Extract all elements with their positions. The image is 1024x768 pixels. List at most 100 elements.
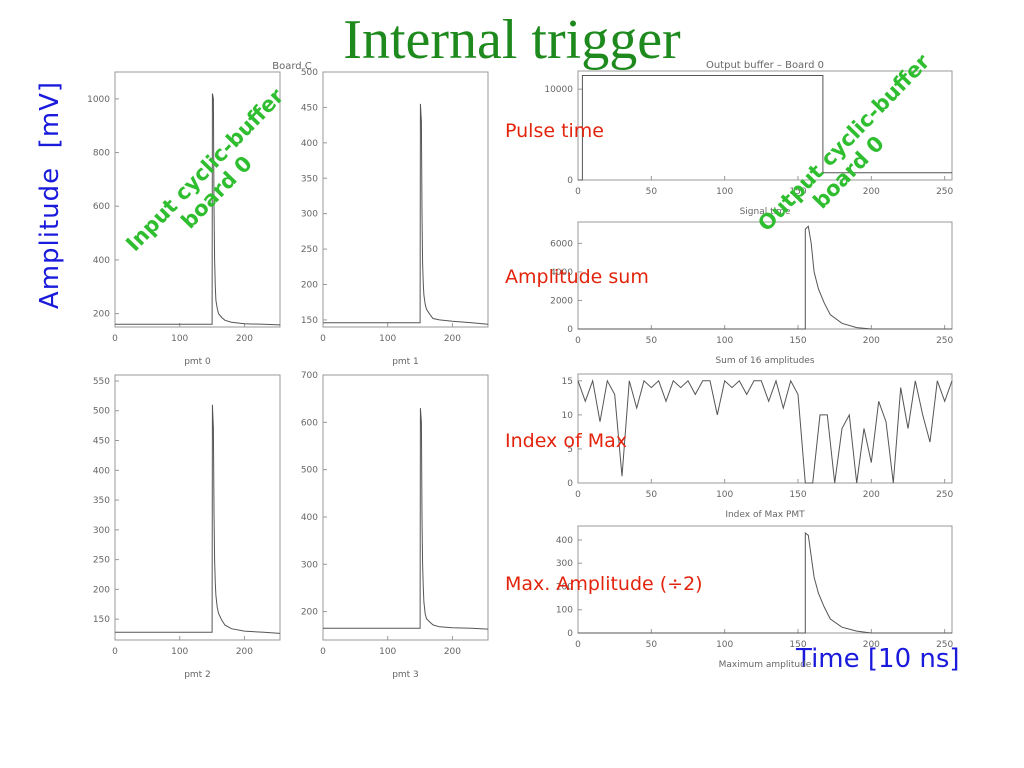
series-line-signal-time bbox=[578, 75, 952, 181]
x-tick-label: 150 bbox=[789, 187, 806, 197]
series-line-pmt3 bbox=[323, 408, 489, 630]
plot-frame bbox=[322, 71, 489, 328]
x-tick-label: 0 bbox=[575, 187, 581, 197]
series-line-pmt0 bbox=[115, 93, 281, 326]
pulse-time-label: Pulse time bbox=[505, 120, 604, 142]
slide-title: Internal trigger bbox=[343, 9, 681, 71]
y-tick-label: 100 bbox=[556, 606, 573, 616]
x-tick-label: 50 bbox=[646, 640, 658, 650]
y-tick-label: 300 bbox=[301, 210, 318, 220]
x-tick-label: 0 bbox=[575, 490, 581, 500]
x-tick-label: 250 bbox=[936, 336, 953, 346]
x-tick-label: 100 bbox=[716, 187, 733, 197]
plot-frame bbox=[577, 373, 953, 484]
x-tick-label: 250 bbox=[936, 490, 953, 500]
y-tick-label: 800 bbox=[93, 149, 110, 159]
chart-index-max: 0 50 100 150 200 250 0 5 10 15 Index of Max PMT bbox=[562, 373, 954, 520]
y-tick-label: 200 bbox=[301, 281, 318, 291]
x-tick-label: 150 bbox=[789, 640, 806, 650]
chart-title: Board C bbox=[272, 61, 312, 72]
x-tick-label: 200 bbox=[444, 334, 461, 344]
x-tick-label: 0 bbox=[112, 334, 118, 344]
chart-pmt2: 0 100 200 150 200 250 300 350 400 450 500 550 pmt 2 bbox=[93, 374, 281, 680]
chart-max-amp: 0 50 100 150 200 250 0 100 200 300 400 Maximum ampl… bbox=[556, 525, 954, 670]
y-tick-label: 500 bbox=[93, 407, 110, 417]
x-axis-label: Signal time bbox=[740, 207, 791, 217]
y-tick-label: 10 bbox=[562, 411, 574, 421]
x-tick-label: 50 bbox=[646, 490, 658, 500]
y-tick-label: 400 bbox=[301, 513, 318, 523]
y-tick-label: 350 bbox=[301, 174, 318, 184]
y-tick-label: 600 bbox=[93, 202, 110, 212]
y-tick-label: 200 bbox=[93, 585, 110, 595]
index-of-max-label: Index of Max bbox=[505, 430, 627, 452]
y-tick-label: 10000 bbox=[544, 85, 573, 95]
y-tick-label: 450 bbox=[301, 103, 318, 113]
x-tick-label: 0 bbox=[575, 640, 581, 650]
x-tick-label: 250 bbox=[936, 640, 953, 650]
x-tick-label: 0 bbox=[575, 336, 581, 346]
x-tick-label: 200 bbox=[863, 187, 880, 197]
plot-frame bbox=[322, 374, 489, 641]
y-tick-label: 300 bbox=[301, 560, 318, 570]
y-tick-label: 400 bbox=[301, 139, 318, 149]
x-tick-label: 0 bbox=[320, 647, 326, 657]
x-tick-label: 100 bbox=[171, 334, 188, 344]
y-tick-label: 0 bbox=[567, 479, 573, 489]
chart-amp-sum: 0 50 100 150 200 250 0 2000 4000 6000 Sum of 16 am… bbox=[550, 221, 954, 366]
y-tick-label: 200 bbox=[556, 582, 573, 592]
max-amplitude-label: Max. Amplitude (÷2) bbox=[505, 573, 703, 595]
x-tick-label: 0 bbox=[320, 334, 326, 344]
y-tick-label: 0 bbox=[567, 325, 573, 335]
series-line-pmt2 bbox=[115, 404, 281, 634]
chart-pmt1: 0 100 200 150 200 250 300 350 400 450 500 pmt 1 bbox=[301, 68, 489, 367]
y-tick-label: 4000 bbox=[550, 268, 573, 278]
x-tick-label: 150 bbox=[789, 336, 806, 346]
x-axis-label: Sum of 16 amplitudes bbox=[715, 356, 814, 366]
y-tick-label: 700 bbox=[301, 371, 318, 381]
x-tick-label: 100 bbox=[171, 647, 188, 657]
x-tick-label: 200 bbox=[863, 336, 880, 346]
y-tick-label: 500 bbox=[301, 466, 318, 476]
plot-frame bbox=[114, 71, 281, 328]
amplitude-sum-label: Amplitude sum bbox=[505, 266, 649, 288]
x-tick-label: 50 bbox=[646, 187, 658, 197]
y-tick-label: 0 bbox=[567, 176, 573, 186]
y-tick-label: 500 bbox=[301, 68, 318, 78]
chart-pmt0: 0 100 200 200 400 600 800 1000 pmt 0 Board C bbox=[87, 61, 312, 367]
x-axis-label: pmt 2 bbox=[184, 670, 211, 680]
y-tick-label: 400 bbox=[93, 256, 110, 266]
x-tick-label: 100 bbox=[379, 334, 396, 344]
y-tick-label: 15 bbox=[562, 377, 573, 387]
x-axis-label: pmt 3 bbox=[392, 670, 419, 680]
x-tick-label: 150 bbox=[789, 490, 806, 500]
y-tick-label: 1000 bbox=[87, 95, 110, 105]
y-tick-label: 150 bbox=[301, 316, 318, 326]
y-tick-label: 6000 bbox=[550, 239, 573, 249]
x-axis-label: Maximum amplitude bbox=[719, 660, 812, 670]
y-tick-label: 600 bbox=[301, 418, 318, 428]
x-axis-label: pmt 1 bbox=[392, 357, 419, 367]
x-tick-label: 100 bbox=[716, 640, 733, 650]
x-tick-label: 100 bbox=[716, 336, 733, 346]
series-line-index-max bbox=[577, 378, 953, 484]
y-tick-label: 450 bbox=[93, 437, 110, 447]
y-tick-label: 150 bbox=[93, 615, 110, 625]
x-tick-label: 200 bbox=[863, 640, 880, 650]
x-tick-label: 200 bbox=[444, 647, 461, 657]
x-tick-label: 200 bbox=[236, 647, 253, 657]
chart-signal-time: 0 50 100 150 200 250 0 10000 Signal time Output b… bbox=[544, 60, 953, 217]
x-tick-label: 200 bbox=[863, 490, 880, 500]
series-line-amp-sum bbox=[578, 225, 952, 330]
x-tick-label: 100 bbox=[716, 490, 733, 500]
plot-frame bbox=[114, 374, 281, 641]
y-tick-label: 400 bbox=[93, 466, 110, 476]
y-tick-label: 350 bbox=[93, 496, 110, 506]
x-tick-label: 200 bbox=[236, 334, 253, 344]
x-axis-title: Time [10 ns] bbox=[796, 644, 960, 674]
plot-frame bbox=[577, 70, 953, 181]
y-tick-label: 550 bbox=[93, 377, 110, 387]
y-tick-label: 250 bbox=[301, 245, 318, 255]
y-tick-label: 400 bbox=[556, 536, 573, 546]
